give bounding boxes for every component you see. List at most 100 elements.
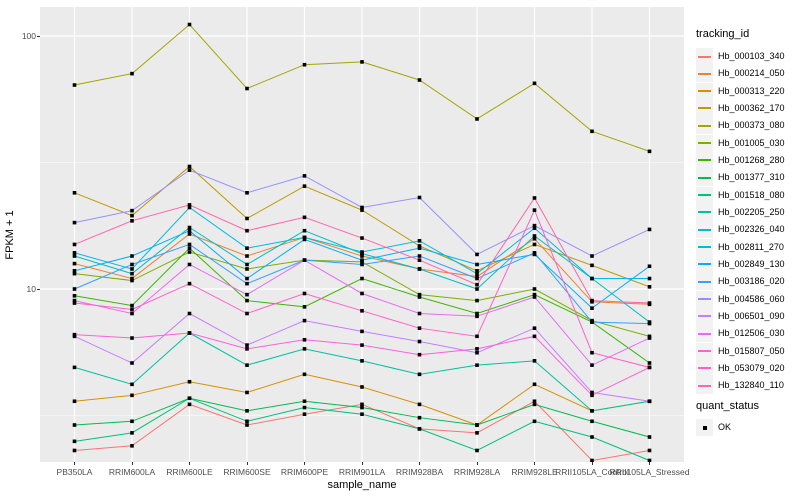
data-point-marker: [475, 350, 479, 355]
data-point-marker: [130, 393, 134, 398]
data-point-marker: [302, 62, 307, 67]
data-point-marker: [187, 225, 192, 230]
data-point-marker: [360, 254, 364, 258]
data-point-marker: [360, 359, 364, 363]
data-point-marker: [302, 305, 307, 309]
data-point-marker: [417, 246, 422, 250]
data-point-marker: [245, 191, 249, 195]
legend-entry-label: Hb_000373_080: [718, 120, 785, 131]
data-point-marker: [475, 287, 479, 291]
data-point-marker: [245, 267, 249, 271]
data-point-marker: [360, 276, 364, 281]
data-point-marker: [187, 331, 192, 335]
data-point-marker: [72, 332, 77, 337]
data-point-marker: [417, 339, 422, 344]
legend-line-icon: [698, 107, 711, 110]
x-tick-label: RRIM600LE: [166, 467, 213, 477]
data-point-marker: [532, 326, 537, 330]
data-point-marker: [532, 359, 537, 363]
data-point-marker: [245, 292, 249, 297]
data-point-marker: [590, 263, 594, 268]
legend-entry-label: Hb_004586_060: [718, 293, 785, 304]
legend-line-icon: [698, 384, 711, 387]
data-point-marker: [647, 149, 652, 154]
data-point-marker: [417, 415, 422, 420]
legend-line-icon: [698, 280, 711, 283]
data-point-marker: [187, 311, 192, 316]
data-point-marker: [187, 168, 192, 172]
data-point-marker: [245, 86, 249, 91]
legend-key-swatch: [696, 342, 713, 360]
data-point-marker: [647, 264, 652, 269]
data-point-marker: [647, 285, 652, 289]
data-point-marker: [302, 405, 307, 410]
data-point-marker: [532, 399, 537, 404]
legend-panel: tracking_id Hb_000103_340 Hb_000214_050 Hb…: [696, 0, 800, 500]
legend-key-swatch: [696, 82, 713, 100]
x-axis-tick: [419, 462, 420, 465]
data-point-marker: [302, 372, 307, 377]
data-point-marker: [532, 226, 537, 230]
legend-entry-label: Hb_002205_250: [718, 206, 785, 217]
data-point-marker: [647, 361, 652, 365]
data-point-marker: [72, 423, 77, 427]
data-point-marker: [360, 205, 364, 210]
data-point-marker: [475, 423, 479, 427]
data-point-marker: [245, 390, 249, 395]
data-point-marker: [475, 311, 479, 316]
legend-line-icon: [698, 263, 711, 266]
data-point-marker: [647, 458, 652, 462]
data-point-marker: [245, 311, 249, 316]
data-point-marker: [590, 306, 594, 310]
data-point-marker: [475, 347, 479, 351]
data-point-marker: [647, 301, 652, 305]
data-point-marker: [360, 412, 364, 416]
x-axis-tick: [74, 462, 75, 465]
data-point-marker: [647, 336, 652, 340]
data-point-marker: [417, 427, 422, 431]
data-point-marker: [360, 262, 364, 267]
data-point-marker: [532, 234, 537, 238]
data-point-marker: [647, 399, 652, 404]
legend-line-icon: [698, 72, 711, 75]
x-tick-label: RRIM600PE: [280, 467, 329, 477]
x-tick-label: PB350LA: [56, 467, 93, 477]
legend-entry-label: Hb_012506_030: [718, 328, 785, 339]
data-point-marker: [130, 336, 134, 340]
y-tick-label: 100: [21, 31, 36, 41]
data-point-marker: [72, 220, 77, 225]
data-point-marker: [72, 287, 77, 291]
x-axis-tick: [131, 462, 133, 465]
data-point-marker: [590, 363, 594, 367]
data-point-marker: [130, 219, 134, 223]
legend-entry-label: Hb_002811_270: [718, 241, 784, 252]
data-point-marker: [590, 458, 594, 462]
legend-key-swatch: [696, 186, 713, 204]
legend-line-icon: [698, 246, 711, 249]
legend-line-icon: [698, 55, 711, 58]
data-point-marker: [475, 262, 479, 267]
x-tick-label: RRIM928LE: [511, 467, 558, 477]
legend-key-swatch: [696, 117, 713, 135]
data-point-marker: [187, 379, 192, 384]
legend-key-swatch: [696, 307, 713, 325]
x-axis-tick: [304, 462, 305, 465]
data-point-marker: [187, 262, 192, 267]
data-point-marker: [360, 250, 364, 254]
data-point-marker: [475, 334, 479, 339]
data-point-marker: [647, 276, 652, 281]
legend-entry-label: Hb_000103_340: [718, 51, 785, 61]
data-point-marker: [532, 382, 537, 387]
data-point-marker: [360, 291, 364, 296]
data-point-marker: [590, 298, 594, 303]
data-point-marker: [360, 385, 364, 389]
data-point-marker: [302, 235, 307, 240]
legend-key-swatch: [696, 377, 713, 395]
data-point-marker: [130, 213, 134, 218]
legend-entry-label: Hb_000214_050: [718, 68, 785, 79]
data-point-marker: [360, 208, 364, 212]
legend-entry-label: Hb_132840_110: [718, 380, 784, 391]
data-point-marker: [417, 292, 422, 297]
plot-canvas: [40, 7, 684, 462]
